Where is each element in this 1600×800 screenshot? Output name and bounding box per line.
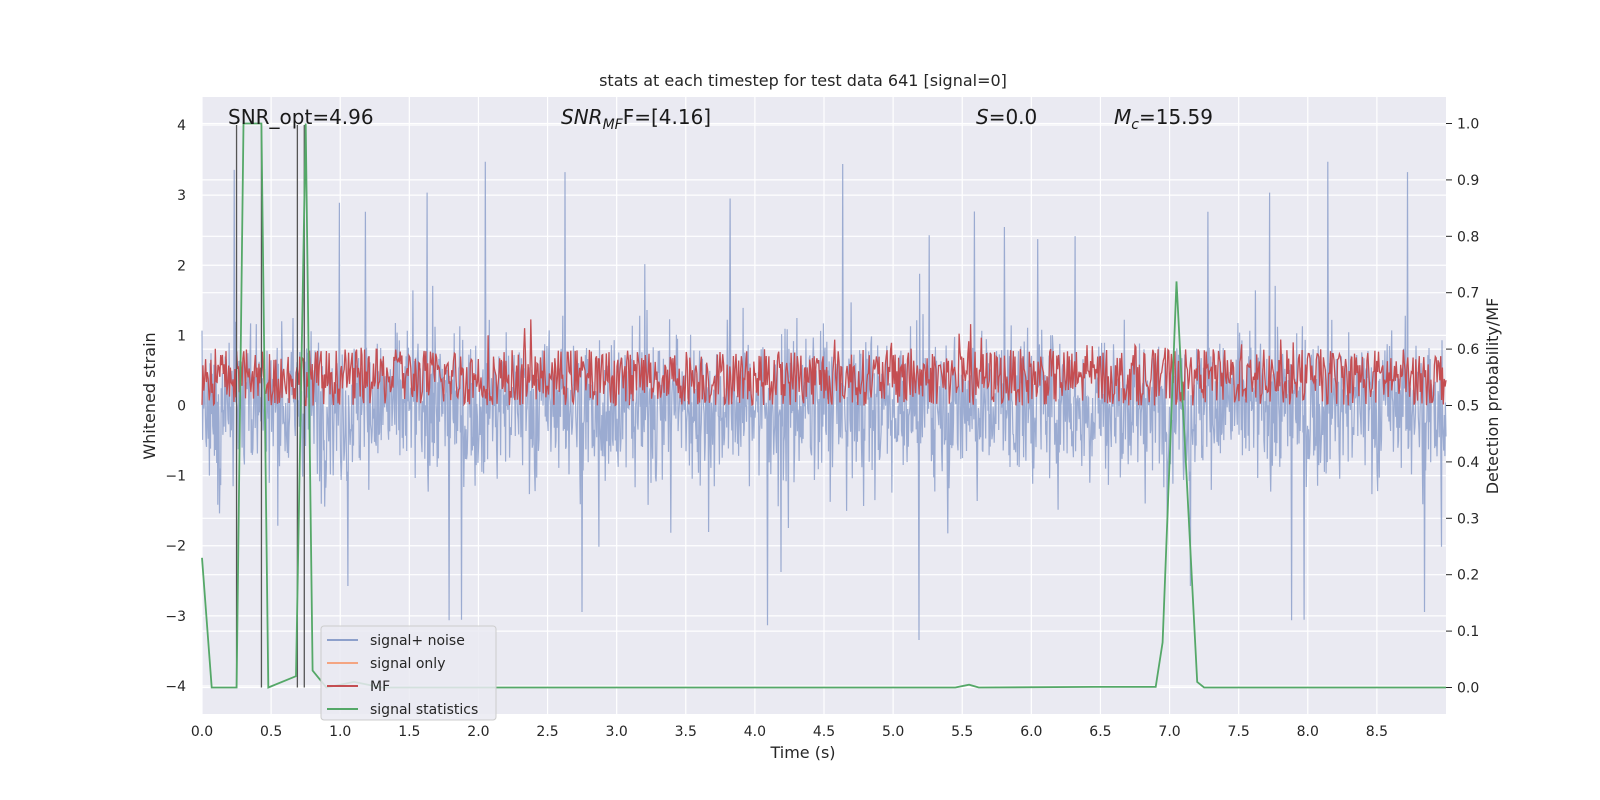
x-axis-label: Time (s) — [769, 743, 835, 762]
y-tick-label: 3 — [177, 188, 186, 204]
mc-annotation: Mc=15.59 — [1114, 105, 1213, 133]
x-tick-label: 0.5 — [260, 724, 282, 740]
x-tick-label: 6.0 — [1020, 724, 1042, 740]
mc-symbol: M — [1114, 105, 1131, 129]
x-tick-label: 8.5 — [1366, 724, 1388, 740]
y2-tick-label: 0.7 — [1457, 286, 1479, 302]
y2-axis-label: Detection probability/MF — [1483, 298, 1502, 495]
y-tick-label: −2 — [165, 539, 186, 555]
x-tick-label: 1.5 — [398, 724, 420, 740]
legend-label-signal-noise: signal+ noise — [370, 633, 465, 649]
x-tick-label: 0.0 — [191, 724, 213, 740]
x-tick-label: 4.5 — [813, 724, 835, 740]
y2-tick-label: 0.6 — [1457, 342, 1479, 358]
x-tick-label: 5.0 — [882, 724, 904, 740]
series-signal-noise — [201, 161, 1447, 641]
snr-mf-annotation: SNRMFF=[4.16] — [561, 105, 711, 133]
plot-area — [201, 97, 1447, 714]
mc-value: =15.59 — [1139, 105, 1213, 129]
y2-tick-label: 0.2 — [1457, 568, 1479, 584]
x-tick-label: 5.5 — [951, 724, 973, 740]
mc-subscript: c — [1131, 117, 1139, 133]
s-symbol: S — [976, 105, 989, 129]
y-tick-label: −1 — [165, 469, 186, 485]
y2-tick-label: 0.5 — [1457, 399, 1479, 415]
series-mf — [201, 319, 1447, 407]
y2-tick-label: 0.1 — [1457, 624, 1479, 640]
x-tick-label: 2.0 — [467, 724, 489, 740]
y2-tick-label: 0.0 — [1457, 680, 1479, 696]
snr-opt-annotation: SNR_opt=4.96 — [228, 105, 374, 129]
legend-label-signal-statistics: signal statistics — [370, 702, 478, 718]
snr-mf-subscript: MF — [603, 117, 624, 133]
y-tick-label: 4 — [177, 118, 186, 134]
x-tick-label: 1.0 — [329, 724, 351, 740]
x-tick-label: 8.0 — [1297, 724, 1319, 740]
x-tick-label: 6.5 — [1089, 724, 1111, 740]
x-tick-label: 4.0 — [744, 724, 766, 740]
y-axis-ticks: 4 3 2 1 0 −1 −2 −3 −4 — [165, 118, 186, 695]
legend-label-signal-only: signal only — [370, 656, 445, 672]
y-tick-label: 0 — [177, 399, 186, 415]
x-axis-ticks: 0.0 0.5 1.0 1.5 2.0 2.5 3.0 3.5 4.0 4.5 5.0 5.5 6.0 6… — [191, 724, 1388, 740]
y2-tick-label: 0.9 — [1457, 173, 1479, 189]
x-tick-label: 7.5 — [1228, 724, 1250, 740]
chart-title: stats at each timestep for test data 641… — [599, 71, 1007, 90]
s-annotation: S=0.0 — [976, 105, 1037, 129]
legend-box — [320, 625, 497, 721]
y2-tick-label: 0.8 — [1457, 229, 1479, 245]
snr-mf-symbol: SNR — [561, 105, 603, 129]
x-tick-label: 3.0 — [606, 724, 628, 740]
y2-tick-label: 0.4 — [1457, 455, 1479, 471]
legend: signal+ noise signal only MF signal stat… — [320, 625, 497, 721]
s-value: =0.0 — [989, 105, 1038, 129]
x-tick-label: 7.0 — [1158, 724, 1180, 740]
snr-mf-value: F=[4.16] — [623, 105, 711, 129]
x-tick-label: 2.5 — [536, 724, 558, 740]
y2-tick-label: 0.3 — [1457, 511, 1479, 527]
x-tick-label: 3.5 — [675, 724, 697, 740]
y-tick-label: 2 — [177, 258, 186, 274]
y-tick-label: 1 — [177, 328, 186, 344]
y-tick-label: −3 — [165, 609, 186, 625]
y2-axis-ticks: 1.0 0.9 0.8 0.7 0.6 0.5 0.4 0.3 0.2 0.1 0.0 — [1446, 117, 1479, 696]
y-axis-label: Whitened strain — [140, 332, 159, 459]
y2-tick-label: 1.0 — [1457, 117, 1479, 133]
legend-label-mf: MF — [370, 679, 390, 695]
y-tick-label: −4 — [165, 679, 186, 695]
annotations: SNR_opt=4.96 SNRMFF=[4.16] S=0.0 Mc=15.5… — [228, 105, 1213, 133]
